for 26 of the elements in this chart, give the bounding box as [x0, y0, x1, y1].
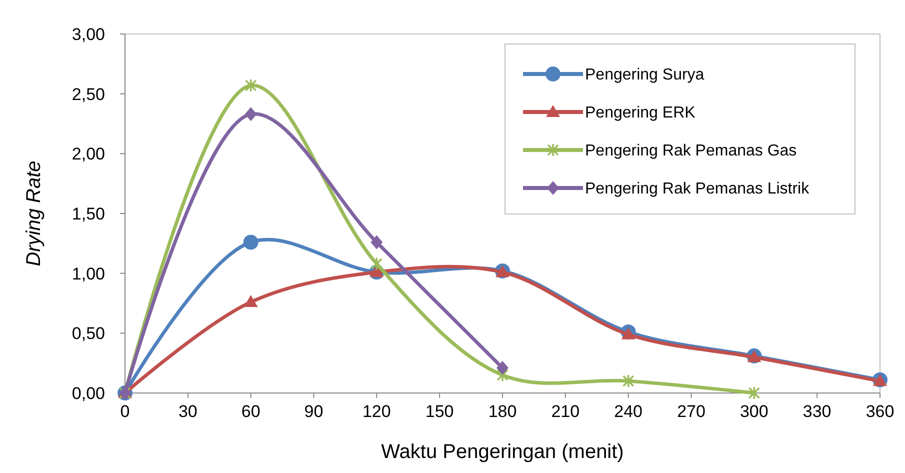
legend-label: Pengering Rak Pemanas Gas [585, 142, 797, 160]
y-tick-label: 1,50 [72, 204, 105, 224]
y-axis-title: Drying Rate [23, 160, 45, 266]
x-tick-label: 270 [677, 402, 706, 421]
x-tick-label: 0 [120, 402, 130, 421]
x-tick-label: 240 [614, 402, 643, 421]
x-tick-label: 300 [740, 402, 768, 421]
legend-label: Pengering ERK [585, 104, 696, 122]
x-tick-label: 180 [488, 402, 517, 421]
x-tick-label: 330 [802, 402, 832, 421]
y-tick-label: 1,00 [72, 264, 105, 284]
y-tick-label: 2,00 [72, 144, 105, 164]
x-tick-label: 90 [304, 402, 324, 421]
legend-label: Pengering Rak Pemanas Listrik [585, 180, 810, 198]
y-tick-label: 3,00 [72, 24, 105, 44]
legend-label: Pengering Surya [585, 66, 704, 84]
x-tick-label: 30 [178, 402, 198, 421]
x-axis-title: Waktu Pengeringan (menit) [381, 441, 624, 463]
x-tick-label: 60 [241, 402, 260, 421]
x-tick-label: 360 [866, 402, 894, 421]
x-tick-label: 120 [362, 402, 391, 421]
x-tick-label: 150 [425, 402, 454, 421]
y-tick-label: 2,50 [72, 84, 105, 104]
x-tick-label: 210 [551, 402, 580, 421]
y-tick-label: 0,00 [72, 384, 105, 403]
y-tick-label: 0,50 [72, 324, 105, 344]
